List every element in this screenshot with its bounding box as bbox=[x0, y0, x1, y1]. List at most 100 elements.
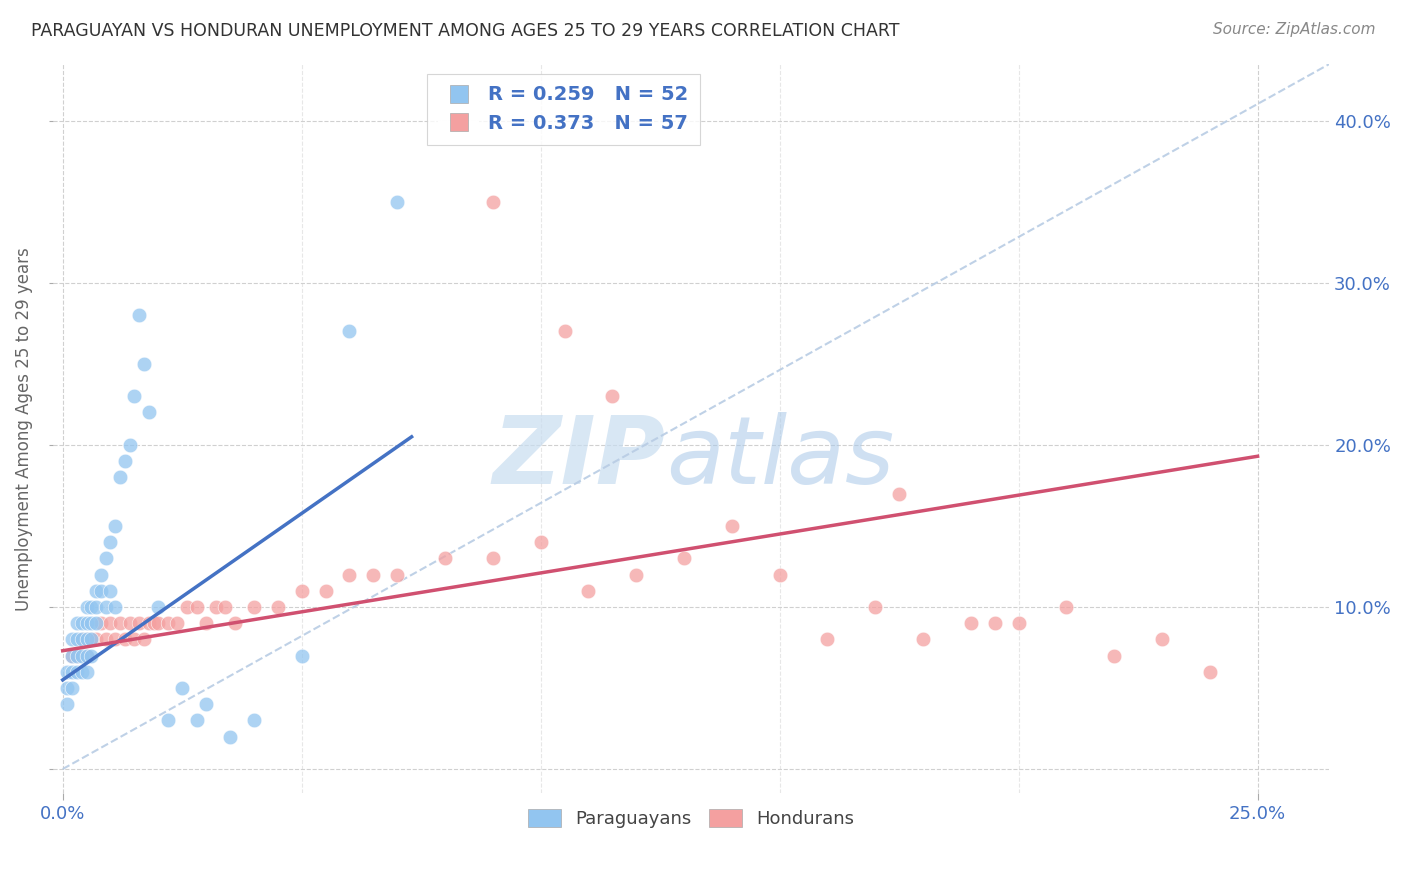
Point bbox=[60, 632, 83, 647]
Point bbox=[100, 616, 122, 631]
Point bbox=[66, 648, 89, 663]
Point bbox=[56, 697, 79, 711]
Point bbox=[482, 551, 505, 566]
Point bbox=[108, 616, 131, 631]
Point bbox=[387, 194, 409, 209]
Point bbox=[76, 665, 98, 679]
Point bbox=[1102, 648, 1125, 663]
Point bbox=[76, 632, 98, 647]
Point bbox=[959, 616, 981, 631]
Point bbox=[70, 632, 93, 647]
Point bbox=[1007, 616, 1029, 631]
Point bbox=[156, 714, 179, 728]
Point bbox=[104, 519, 127, 533]
Text: ZIP: ZIP bbox=[494, 412, 665, 504]
Point bbox=[80, 648, 103, 663]
Point bbox=[60, 665, 83, 679]
Point bbox=[56, 665, 79, 679]
Point bbox=[84, 616, 107, 631]
Point bbox=[1198, 665, 1220, 679]
Point bbox=[70, 616, 93, 631]
Text: atlas: atlas bbox=[665, 412, 894, 503]
Point bbox=[80, 599, 103, 614]
Point bbox=[363, 567, 385, 582]
Point bbox=[104, 599, 127, 614]
Point bbox=[195, 616, 218, 631]
Point bbox=[80, 632, 103, 647]
Point bbox=[66, 616, 89, 631]
Point bbox=[84, 599, 107, 614]
Point bbox=[172, 681, 194, 695]
Point bbox=[768, 567, 790, 582]
Point bbox=[983, 616, 1005, 631]
Point bbox=[66, 648, 89, 663]
Text: Source: ZipAtlas.com: Source: ZipAtlas.com bbox=[1212, 22, 1375, 37]
Point bbox=[94, 599, 117, 614]
Point bbox=[176, 599, 198, 614]
Point bbox=[132, 632, 155, 647]
Point bbox=[186, 714, 208, 728]
Point bbox=[104, 632, 127, 647]
Point bbox=[124, 632, 146, 647]
Point bbox=[195, 697, 218, 711]
Point bbox=[673, 551, 696, 566]
Point bbox=[76, 599, 98, 614]
Point bbox=[90, 583, 112, 598]
Point bbox=[76, 632, 98, 647]
Point bbox=[243, 714, 266, 728]
Point bbox=[56, 681, 79, 695]
Point bbox=[66, 632, 89, 647]
Point bbox=[339, 325, 361, 339]
Point bbox=[887, 486, 910, 500]
Point bbox=[166, 616, 188, 631]
Point bbox=[315, 583, 337, 598]
Point bbox=[530, 535, 553, 549]
Point bbox=[100, 535, 122, 549]
Point bbox=[114, 632, 136, 647]
Point bbox=[267, 599, 290, 614]
Point bbox=[214, 599, 236, 614]
Point bbox=[100, 583, 122, 598]
Point bbox=[128, 308, 150, 322]
Point bbox=[291, 583, 314, 598]
Point bbox=[721, 519, 744, 533]
Point bbox=[186, 599, 208, 614]
Point bbox=[76, 648, 98, 663]
Point bbox=[204, 599, 226, 614]
Point bbox=[863, 599, 886, 614]
Point bbox=[224, 616, 246, 631]
Point bbox=[76, 616, 98, 631]
Point bbox=[114, 454, 136, 468]
Point bbox=[128, 616, 150, 631]
Point bbox=[387, 567, 409, 582]
Point bbox=[602, 389, 624, 403]
Point bbox=[94, 632, 117, 647]
Point bbox=[815, 632, 838, 647]
Point bbox=[60, 681, 83, 695]
Point bbox=[554, 325, 576, 339]
Point bbox=[138, 405, 160, 419]
Point bbox=[339, 567, 361, 582]
Legend: Paraguayans, Hondurans: Paraguayans, Hondurans bbox=[520, 802, 862, 836]
Point bbox=[138, 616, 160, 631]
Point bbox=[94, 551, 117, 566]
Point bbox=[156, 616, 179, 631]
Point bbox=[118, 616, 141, 631]
Point bbox=[148, 599, 170, 614]
Point bbox=[80, 632, 103, 647]
Point bbox=[482, 194, 505, 209]
Point bbox=[434, 551, 457, 566]
Point bbox=[60, 648, 83, 663]
Y-axis label: Unemployment Among Ages 25 to 29 years: Unemployment Among Ages 25 to 29 years bbox=[15, 247, 32, 611]
Point bbox=[90, 616, 112, 631]
Point bbox=[118, 438, 141, 452]
Point bbox=[148, 616, 170, 631]
Point bbox=[90, 567, 112, 582]
Point bbox=[1150, 632, 1173, 647]
Point bbox=[76, 648, 98, 663]
Point bbox=[124, 389, 146, 403]
Point bbox=[142, 616, 165, 631]
Point bbox=[911, 632, 934, 647]
Point bbox=[132, 357, 155, 371]
Point bbox=[108, 470, 131, 484]
